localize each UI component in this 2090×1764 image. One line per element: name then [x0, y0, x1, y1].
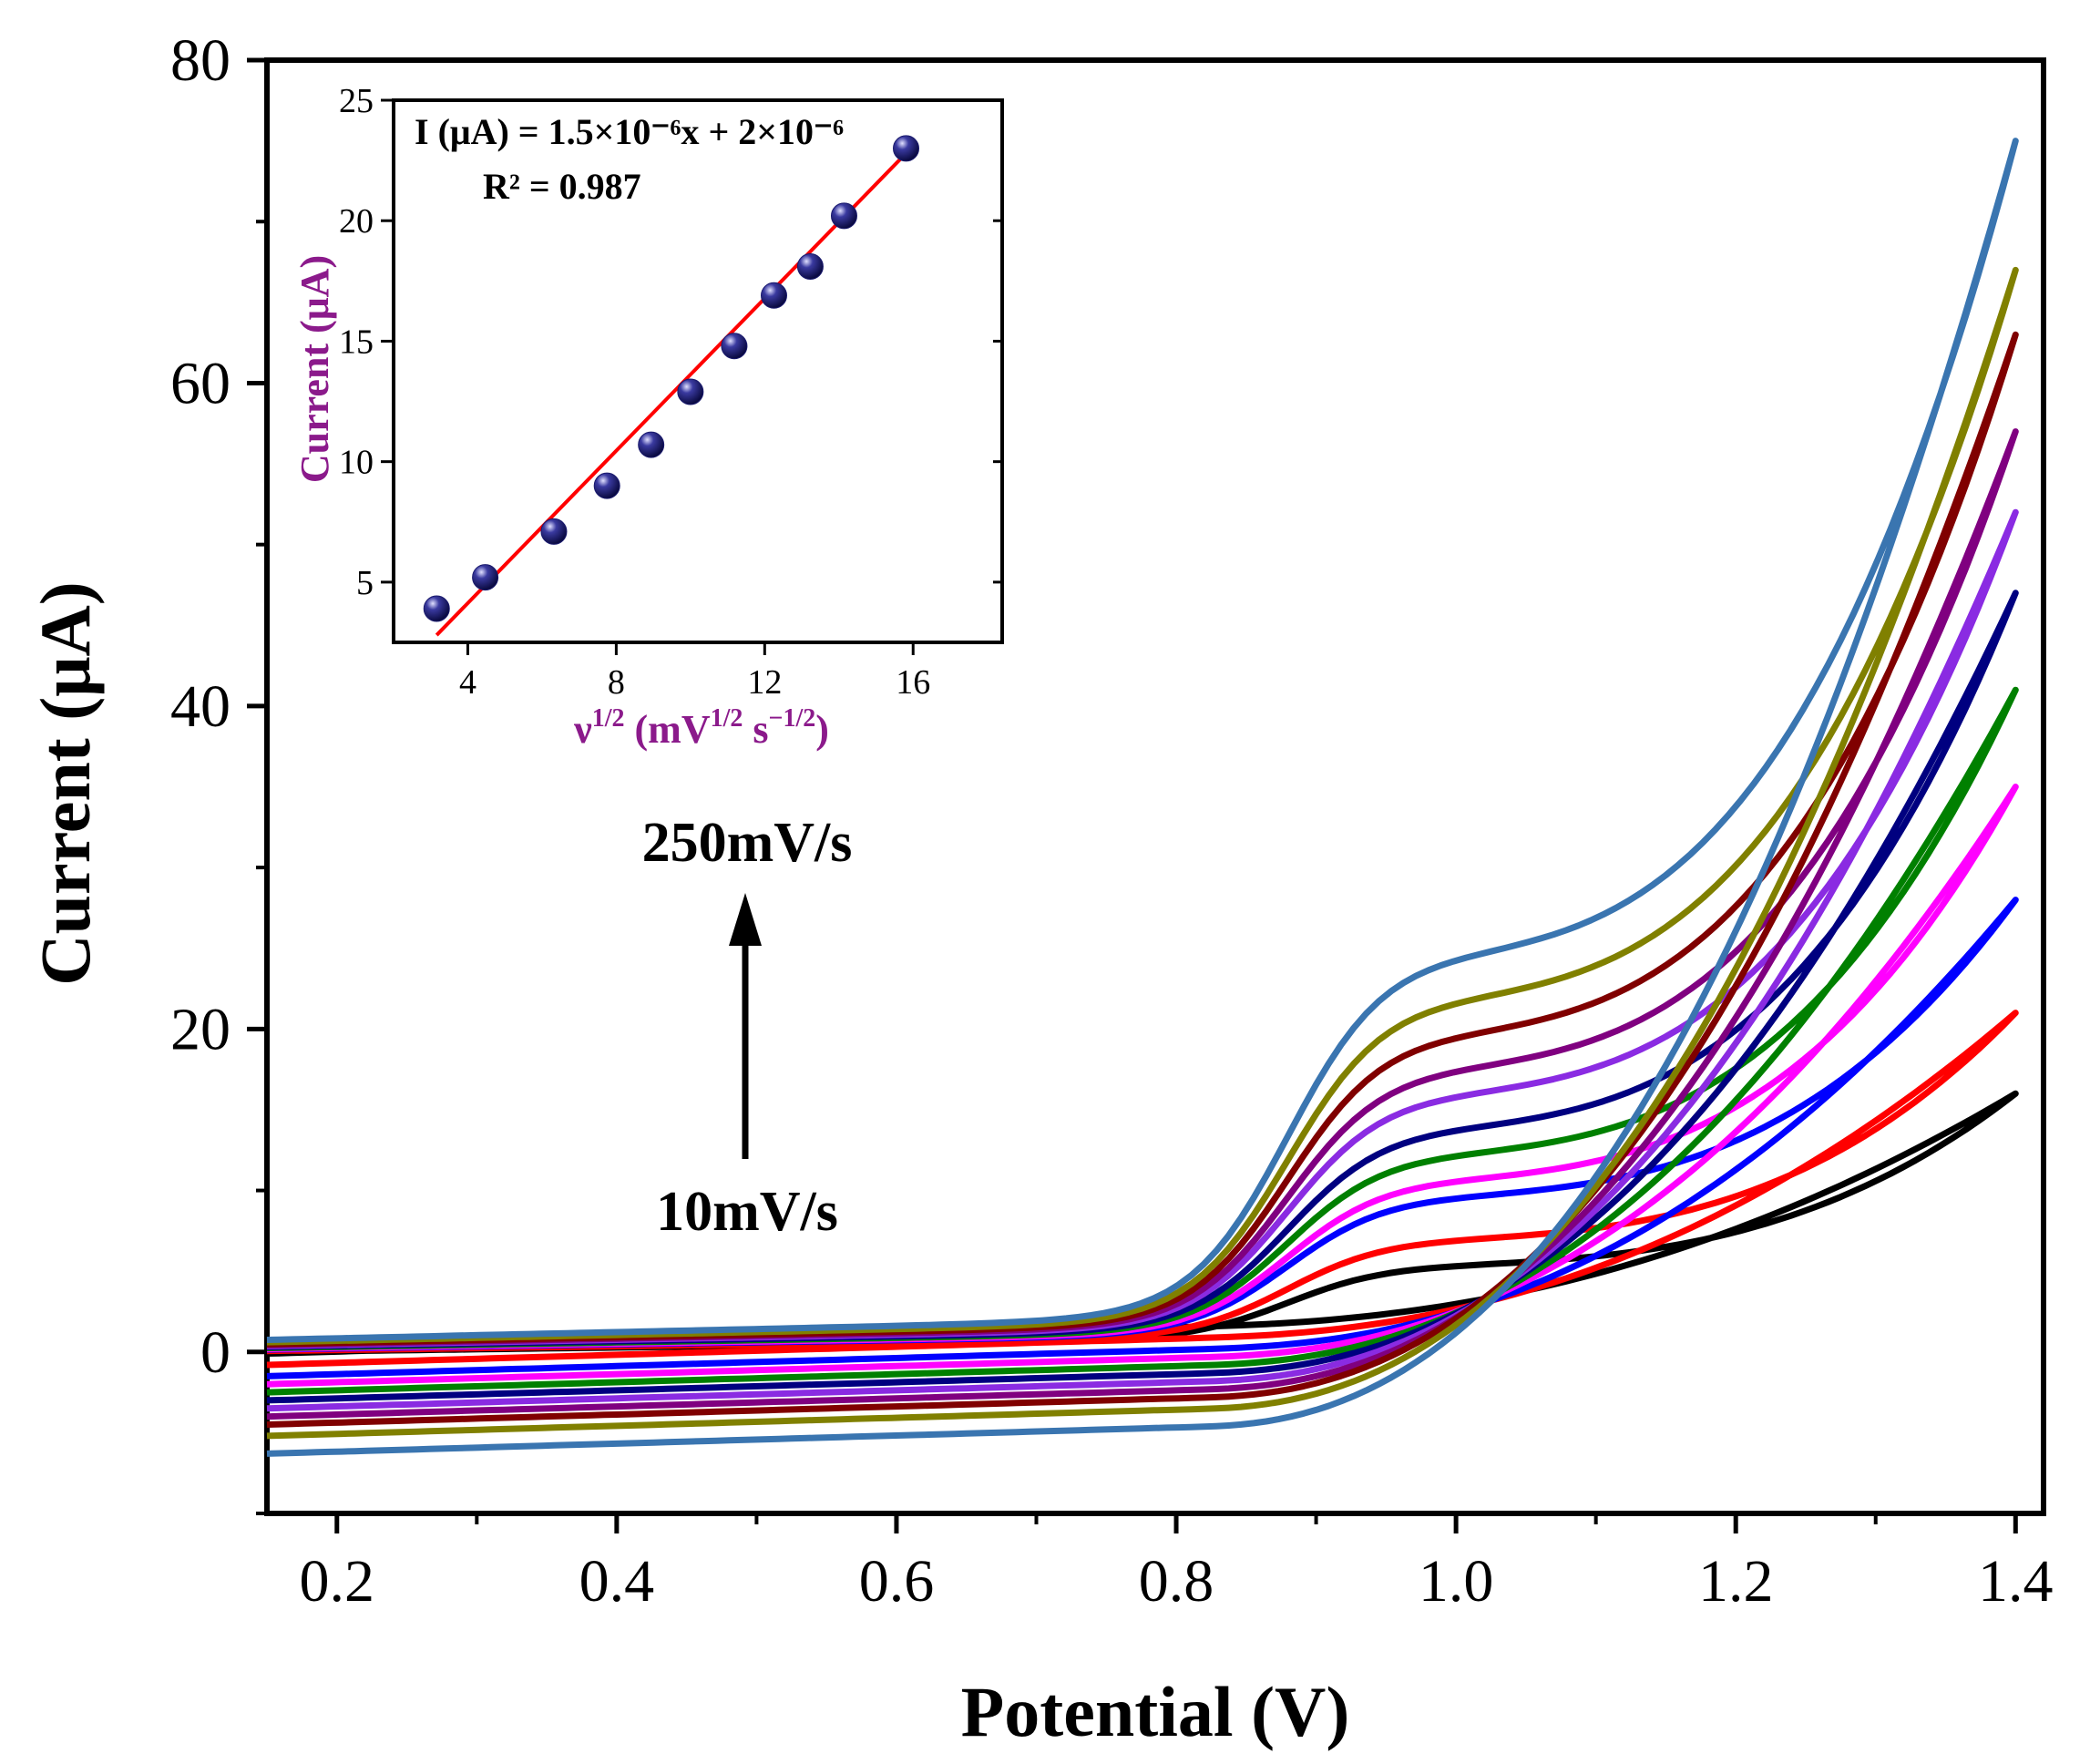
inset-axes: 4 8 12 16 5 10 15 20 25 [339, 82, 1002, 702]
inset-frame [392, 98, 1004, 644]
x-tick-label: 0.2 [300, 1548, 375, 1615]
inset-data-point [796, 252, 824, 280]
inset-x-sup2: 1/2 [711, 704, 743, 733]
x-tick-label: 0.4 [579, 1548, 655, 1615]
annotation-bottom-label: 10mV/s [656, 1181, 838, 1243]
y-tick-label: 0 [200, 1319, 231, 1386]
inset-data-point [830, 202, 857, 230]
x-tick-label: 1.2 [1698, 1548, 1774, 1615]
inset-y-tick-label: 10 [339, 444, 374, 482]
inset-data-point [721, 333, 748, 360]
inset-y-tick-label: 20 [339, 202, 374, 241]
inset-y-tick-label: 5 [356, 564, 374, 602]
inset-x-tick-label: 4 [459, 663, 476, 702]
inset-data-point [677, 378, 704, 405]
x-tick-label: 0.8 [1139, 1548, 1214, 1615]
inset-x-title: ν1/2 (mV1/2 s−1/2) [573, 704, 829, 752]
y-tick-label: 80 [170, 27, 231, 94]
inset-x-nu: ν [573, 707, 592, 752]
inset-x-mid2: s [743, 707, 768, 752]
inset-data-point [761, 282, 787, 309]
inset-data-point [540, 518, 568, 545]
annotation-arrow-head [729, 893, 762, 946]
inset-y-title: Current (μA) [292, 255, 337, 483]
y-tick-label: 60 [170, 350, 231, 416]
main-axes: 0.2 0.4 0.6 0.8 1.0 1.2 1.4 0 20 40 60 80 [170, 27, 2054, 1615]
inset-fit-line [435, 151, 907, 637]
inset-data-point [893, 135, 920, 162]
cv-curves [266, 138, 2019, 1457]
inset-equation: I (μA) = 1.5×10⁻⁶x + 2×10⁻⁶ [415, 111, 844, 152]
x-tick-label: 1.4 [1978, 1548, 2054, 1615]
inset-data-point [423, 595, 450, 622]
y-tick-label: 40 [170, 673, 231, 740]
inset-x-sup3: −1/2 [769, 704, 816, 733]
inset-data-point [638, 431, 665, 458]
inset-y-tick-label: 25 [339, 82, 374, 120]
cv-curve-250-mV-s [266, 138, 2019, 1457]
y-tick-label: 20 [170, 996, 231, 1062]
inset-x-tick-label: 12 [747, 663, 782, 702]
inset-x-sup1: 1/2 [592, 704, 625, 733]
x-axis-title: Potential (V) [961, 1672, 1350, 1751]
x-tick-label: 0.6 [859, 1548, 935, 1615]
inset-data-point [593, 472, 620, 499]
inset-x-tick-label: 8 [608, 663, 625, 702]
cv-curve-125-mV-s [266, 590, 2019, 1404]
inset-points [423, 135, 920, 637]
inset-x-end: ) [815, 707, 829, 752]
inset-r2: R² = 0.987 [483, 166, 641, 207]
inset-data-point [472, 564, 499, 591]
y-axis-title: Current (μA) [26, 581, 105, 986]
x-tick-label: 1.0 [1419, 1548, 1494, 1615]
inset-plot: 4 8 12 16 5 10 15 20 25 I (μA) = 1.5×10⁻⁶x + 2×1… [292, 82, 1004, 752]
annotation-top-label: 250mV/s [642, 812, 853, 874]
inset-x-mid: (mV [625, 707, 711, 752]
main-plot-frame [264, 57, 2046, 1516]
inset-x-tick-label: 16 [896, 663, 930, 702]
inset-y-tick-label: 15 [339, 323, 374, 361]
